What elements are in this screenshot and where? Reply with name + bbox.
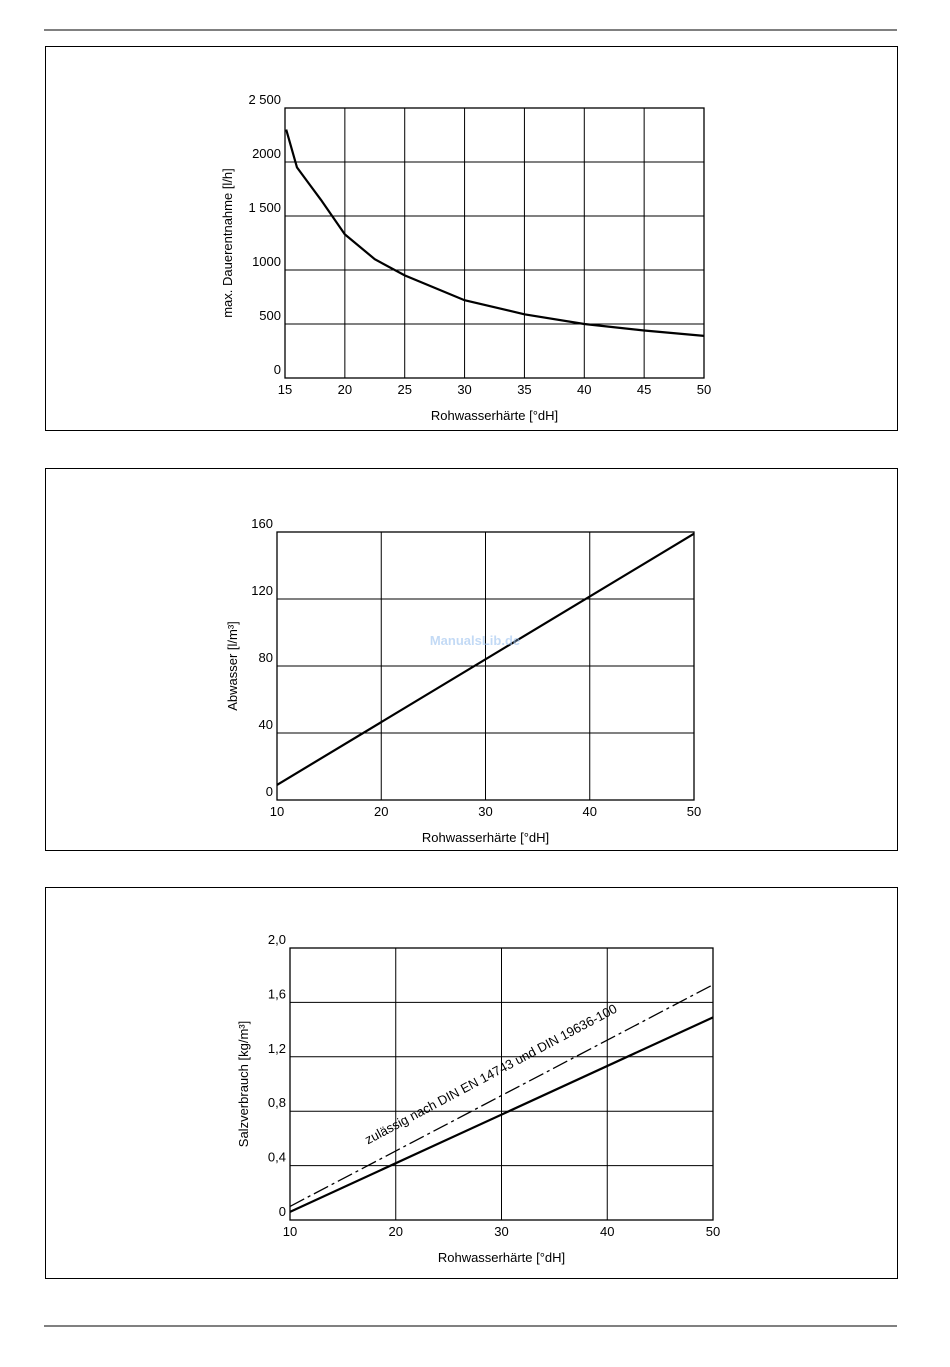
x-tick-label: 30 <box>494 1224 508 1239</box>
y-axis-label: Abwasser [l/m³] <box>225 621 240 711</box>
y-tick-label: 0 <box>266 784 273 799</box>
y-tick-label: 2,0 <box>268 932 286 947</box>
x-tick-label: 10 <box>283 1224 297 1239</box>
frame <box>45 887 898 1279</box>
watermark: ManualsLib.de <box>430 633 520 648</box>
x-tick-label: 20 <box>338 382 352 397</box>
y-tick-label: 0,4 <box>268 1150 286 1165</box>
x-tick-label: 30 <box>478 804 492 819</box>
y-tick-label: 0,8 <box>268 1095 286 1110</box>
x-tick-label: 30 <box>457 382 471 397</box>
y-tick-label: 500 <box>259 308 281 323</box>
x-tick-label: 20 <box>374 804 388 819</box>
x-tick-label: 20 <box>389 1224 403 1239</box>
x-tick-label: 45 <box>637 382 651 397</box>
plot-frame <box>289 947 714 1221</box>
y-tick-label: 0 <box>279 1204 286 1219</box>
x-tick-label: 35 <box>517 382 531 397</box>
x-tick-label: 50 <box>697 382 711 397</box>
y-tick-label: 1 500 <box>248 200 281 215</box>
y-tick-label: 1,2 <box>268 1041 286 1056</box>
x-tick-label: 15 <box>278 382 292 397</box>
plot-frame <box>284 107 705 379</box>
y-tick-label: 80 <box>259 650 273 665</box>
y-tick-label: 120 <box>251 583 273 598</box>
x-axis-label: Rohwasserhärte [°dH] <box>431 408 558 423</box>
x-tick-label: 40 <box>577 382 591 397</box>
y-tick-label: 160 <box>251 516 273 531</box>
y-tick-label: 2000 <box>252 146 281 161</box>
y-tick-label: 0 <box>274 362 281 377</box>
y-tick-label: 40 <box>259 717 273 732</box>
line <box>289 984 714 1207</box>
x-axis-label: Rohwasserhärte [°dH] <box>438 1250 565 1265</box>
x-tick-label: 40 <box>600 1224 614 1239</box>
y-axis-label: Salzverbrauch [kg/m³] <box>236 1021 251 1147</box>
y-tick-label: 2 500 <box>248 92 281 107</box>
x-tick-label: 10 <box>270 804 284 819</box>
line <box>289 1016 714 1213</box>
line <box>285 129 705 337</box>
plot-frame <box>276 531 695 801</box>
y-tick-label: 1000 <box>252 254 281 269</box>
y-axis-label: max. Dauerentnahme [l/h] <box>220 168 235 318</box>
y-tick-label: 1,6 <box>268 986 286 1001</box>
frame <box>45 46 898 431</box>
x-tick-label: 50 <box>687 804 701 819</box>
x-axis-label: Rohwasserhärte [°dH] <box>422 830 549 845</box>
line <box>276 532 695 786</box>
annotation: zulässig nach DIN EN 14743 und DIN 19636… <box>362 1001 619 1147</box>
frame <box>45 468 898 851</box>
x-tick-label: 50 <box>706 1224 720 1239</box>
x-tick-label: 25 <box>397 382 411 397</box>
x-tick-label: 40 <box>583 804 597 819</box>
